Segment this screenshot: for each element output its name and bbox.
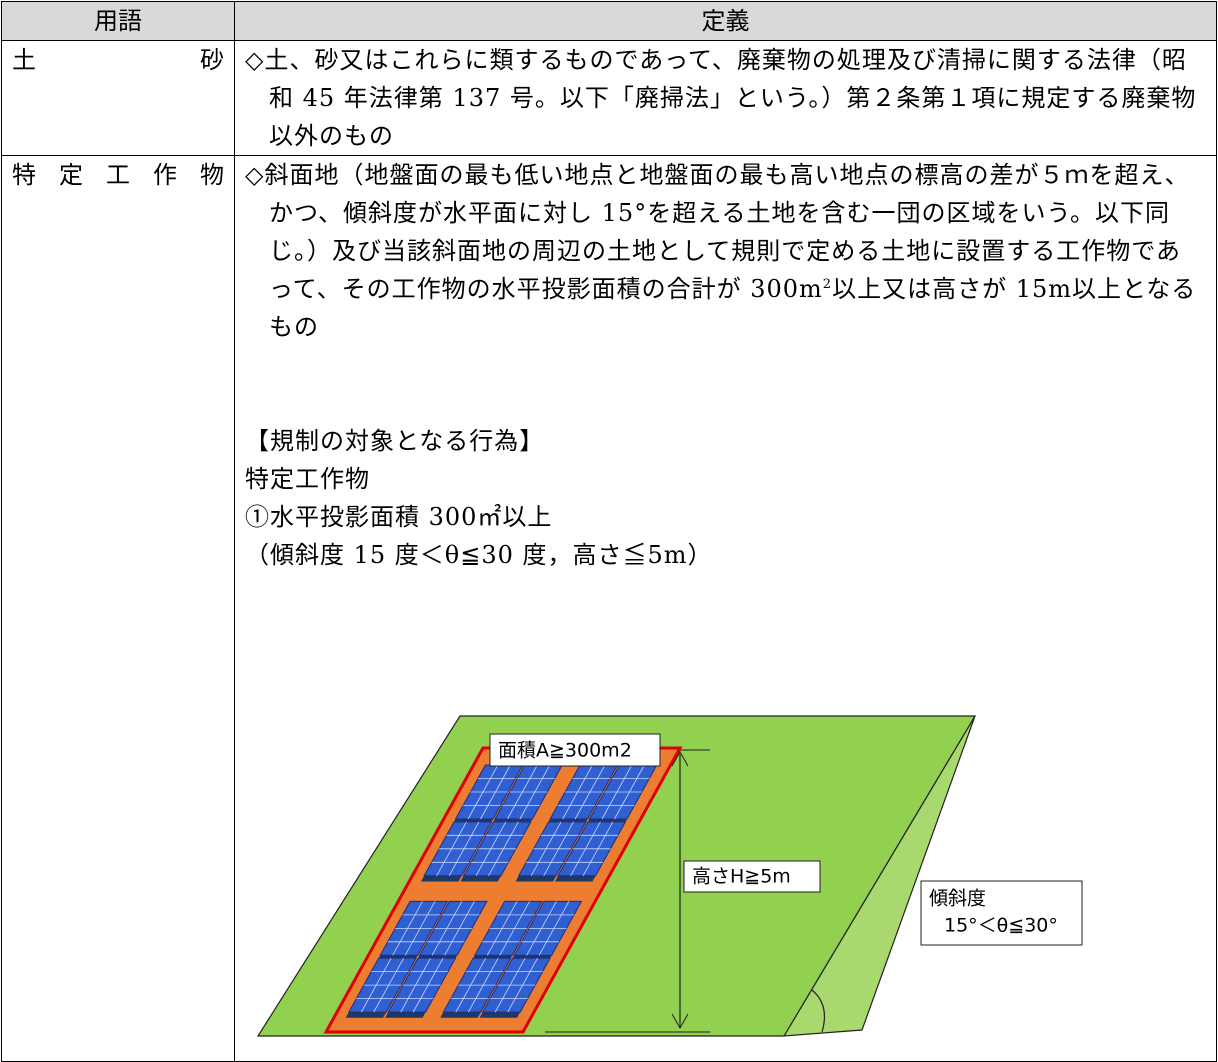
angle-arc bbox=[811, 989, 825, 1033]
item: ①水平投影面積 300㎡以上 bbox=[245, 503, 553, 531]
slope-range: 15°＜θ≦30° bbox=[944, 915, 1058, 937]
header-row: 用語 定義 bbox=[1, 1, 1217, 41]
label-box bbox=[683, 860, 821, 893]
section-title: 【規制の対象となる行為】 bbox=[245, 427, 545, 455]
term: 特定工作物 bbox=[1, 155, 235, 1062]
text: ◇斜面地（地盤面の最も低い地点と地盤面の最も高い地点の標高の差が５ｍを超え、かつ… bbox=[245, 161, 1190, 303]
superscript: 2 bbox=[822, 277, 833, 292]
height-label: 高さH≧5m bbox=[692, 866, 791, 888]
arrow-head bbox=[671, 1013, 689, 1030]
condition: （傾斜度 15 度＜θ≦30 度，高さ≦5m） bbox=[245, 541, 713, 569]
term: 土砂 bbox=[1, 40, 235, 156]
panel-area bbox=[326, 748, 680, 1032]
definition: ◇斜面地（地盤面の最も低い地点と地盤面の最も高い地点の標高の差が５ｍを超え、かつ… bbox=[245, 156, 1206, 346]
label-box bbox=[920, 880, 1083, 946]
header-term: 用語 bbox=[1, 1, 235, 41]
label-box bbox=[489, 733, 661, 767]
area-label: 面積A≧300m2 bbox=[498, 740, 632, 762]
definition: ◇土、砂又はこれらに類するものであって、廃棄物の処理及び清掃に関する法律（昭和 … bbox=[245, 46, 1197, 150]
subject: 特定工作物 bbox=[245, 465, 370, 493]
header-definition: 定義 bbox=[234, 1, 1217, 41]
slope-label: 傾斜度 bbox=[929, 888, 986, 910]
arrow-head bbox=[671, 750, 689, 767]
text: 以上又は高さが 15m以上となるもの bbox=[269, 275, 1197, 341]
